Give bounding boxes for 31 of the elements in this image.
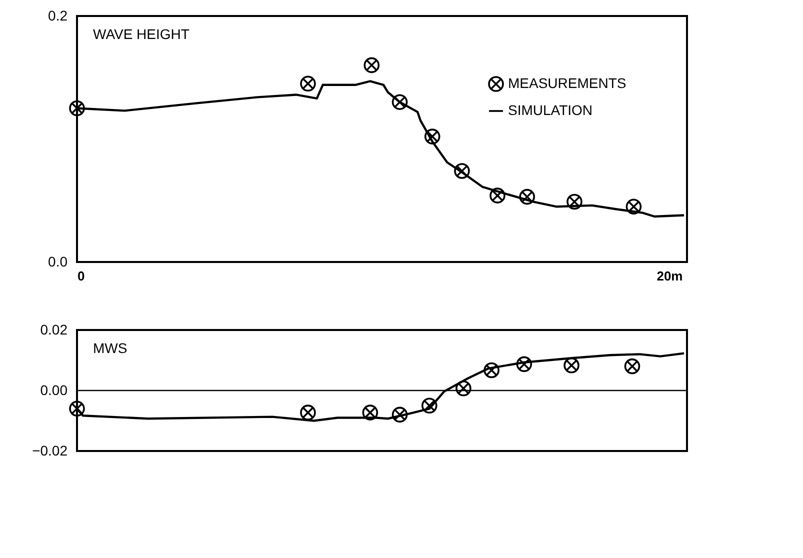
text: WAVE HEIGHT [93, 26, 190, 42]
point [484, 362, 500, 378]
point [300, 404, 316, 420]
point [516, 356, 532, 372]
point [392, 94, 408, 110]
y-tick-label: 0.0 [48, 254, 68, 270]
x-tick-label: 20m [656, 268, 683, 284]
x-tick-label: 0 [78, 268, 85, 284]
point [69, 400, 85, 417]
point [626, 198, 642, 215]
y-tick-label: 0.02 [40, 322, 68, 338]
point [566, 194, 582, 210]
point [519, 188, 535, 205]
y-tick-label: −0.02 [32, 442, 68, 458]
point [392, 406, 408, 423]
point [456, 380, 472, 396]
point [564, 357, 580, 374]
point [424, 128, 440, 144]
point [300, 76, 316, 92]
point [364, 57, 380, 74]
legend-label: SIMULATION [508, 102, 593, 118]
point [490, 188, 506, 204]
legend-label: MEASUREMENTS [508, 75, 626, 91]
point [454, 163, 470, 179]
y-tick-label: 0.2 [48, 8, 68, 24]
point [421, 398, 438, 414]
point [69, 100, 85, 116]
y-tick-label: 0.00 [40, 382, 68, 398]
text: MWS [93, 340, 128, 356]
point [624, 358, 640, 374]
point [362, 404, 378, 420]
